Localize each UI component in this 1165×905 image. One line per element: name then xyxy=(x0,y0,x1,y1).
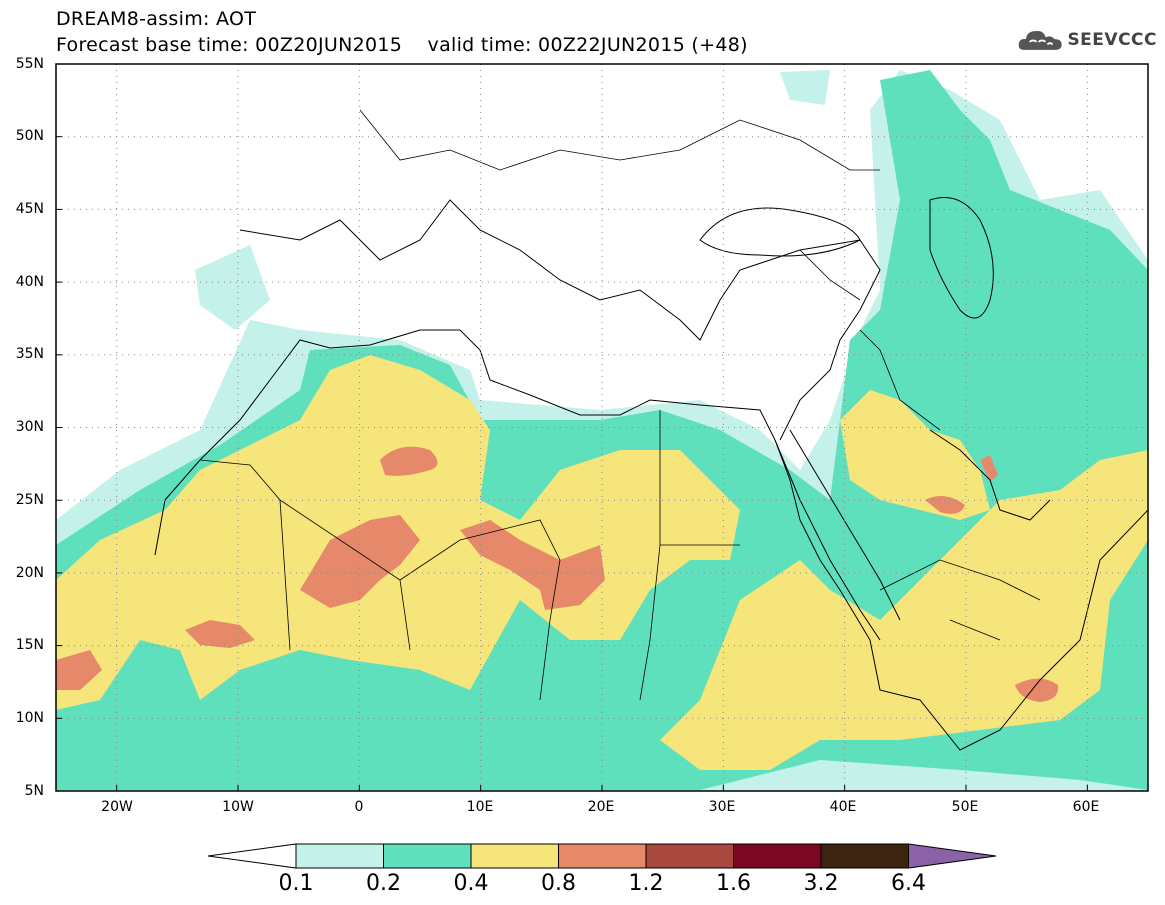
lon-tick-label: 20W xyxy=(101,799,133,815)
map-time-info: Forecast base time: 00Z20JUN2015 valid t… xyxy=(56,34,748,56)
cloud-icon xyxy=(1018,30,1062,50)
middle-east-borders xyxy=(799,249,941,431)
lon-tick-label: 20E xyxy=(587,799,615,815)
colorbar-low-arrow xyxy=(207,843,297,869)
colorbar-box-6 xyxy=(733,843,822,869)
lon-tick-label: 10E xyxy=(466,799,494,815)
arabia-borders xyxy=(879,559,1041,641)
aot-band-0.8-f xyxy=(1015,678,1059,702)
red-sea xyxy=(774,429,901,641)
aot-band-0.8-c xyxy=(460,520,605,610)
lat-tick-label: 45N xyxy=(15,201,44,217)
lat-tick-label: 10N xyxy=(15,710,44,726)
lat-tick-label: 40N xyxy=(15,274,44,290)
map-title: DREAM8-assim: AOT xyxy=(56,8,257,30)
lat-tick-label: 25N xyxy=(15,492,44,508)
colorbar-high-arrow xyxy=(908,843,997,869)
colorbar-label: 0.8 xyxy=(541,871,576,896)
colorbar-box-3 xyxy=(470,843,559,869)
colorbar-label: 3.2 xyxy=(803,871,839,896)
lon-tick-label: 60E xyxy=(1072,799,1100,815)
coastlines xyxy=(154,197,1148,751)
aot-band-0.4-arabia xyxy=(840,390,990,520)
north-africa-coast xyxy=(154,329,1148,751)
colorbar xyxy=(207,843,997,869)
lat-tick-label: 20N xyxy=(15,565,44,581)
gridlines xyxy=(56,64,1148,791)
europe-borders xyxy=(359,109,880,171)
persian-gulf xyxy=(929,429,1051,521)
lon-tick-label: 0 xyxy=(354,799,364,815)
colorbar-label: 0.2 xyxy=(366,871,401,896)
lat-tick-label: 50N xyxy=(15,128,44,144)
colorbar-box-2 xyxy=(383,843,472,869)
aot-band-0.8-g xyxy=(925,496,965,514)
lat-tick-label: 35N xyxy=(15,346,44,362)
colorbar-box-5 xyxy=(645,843,734,869)
black-sea xyxy=(699,207,861,257)
logo-text: SEEVCCC xyxy=(1067,30,1157,50)
colorbar-label: 0.4 xyxy=(453,871,489,896)
colorbar-box-1 xyxy=(295,843,384,869)
tick-marks xyxy=(56,63,1088,792)
egypt-libya-sudan-borders xyxy=(639,410,740,701)
country-borders xyxy=(199,109,1041,701)
lat-tick-label: 15N xyxy=(15,637,44,653)
caspian-sea xyxy=(929,197,994,319)
aot-band-0.8-a xyxy=(380,446,438,476)
colorbar-label: 6.4 xyxy=(891,871,926,896)
aot-band-0.1-north xyxy=(780,70,830,105)
lat-tick-label: 30N xyxy=(15,419,44,435)
lon-tick-label: 50E xyxy=(951,799,979,815)
colorbar-box-7 xyxy=(820,843,909,869)
lat-tick-label: 55N xyxy=(15,56,44,72)
colorbar-label: 1.6 xyxy=(716,871,751,896)
aot-band-0.8-h xyxy=(980,455,998,482)
west-africa-borders xyxy=(199,459,561,701)
seevccc-logo: SEEVCCC xyxy=(1017,24,1157,56)
lat-tick-label: 5N xyxy=(24,783,44,799)
colorbar-box-4 xyxy=(558,843,647,869)
aot-band-0.8-b xyxy=(300,515,420,608)
aot-band-0.8-e xyxy=(56,650,102,690)
lon-tick-label: 30E xyxy=(708,799,736,815)
aot-band-0.1-west xyxy=(195,245,270,330)
lon-tick-label: 40E xyxy=(829,799,857,815)
europe-coast xyxy=(239,199,881,441)
lon-tick-label: 10W xyxy=(222,799,254,815)
colorbar-label: 0.1 xyxy=(278,871,314,896)
colorbar-label: 1.2 xyxy=(628,871,664,896)
